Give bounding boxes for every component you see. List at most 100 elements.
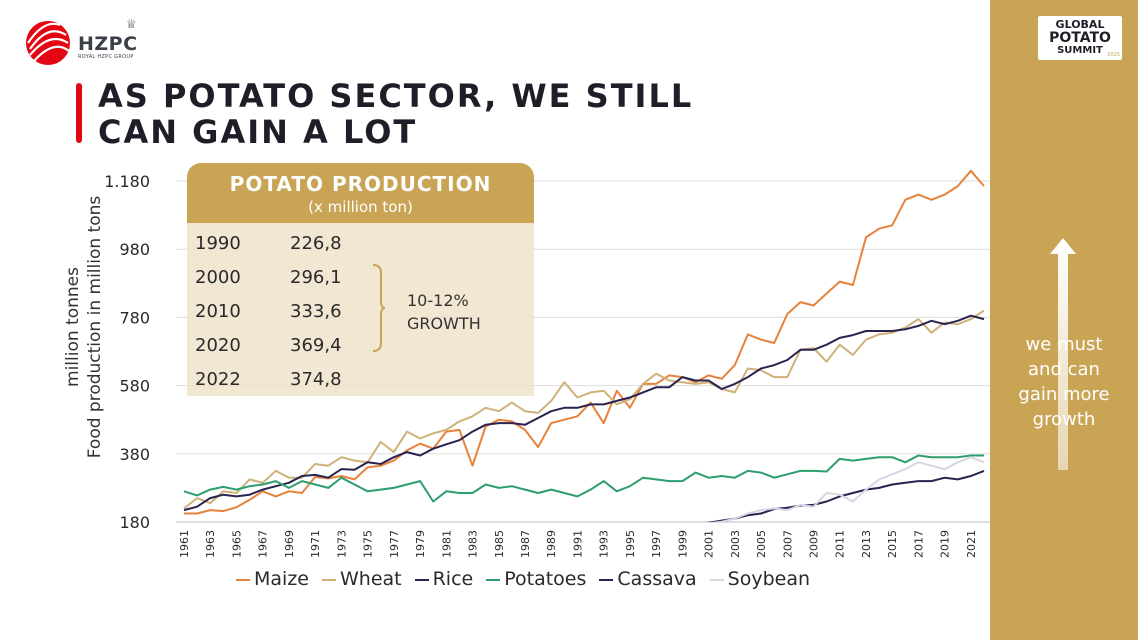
legend-label: Potatoes	[504, 568, 587, 590]
series-line-cassava	[704, 469, 985, 522]
x-tick-label: 1961	[178, 530, 191, 558]
legend-label: Wheat	[339, 568, 402, 590]
growth-note: 10-12% GROWTH	[407, 289, 481, 335]
title-line-1: AS POTATO SECTOR, WE STILL	[98, 77, 694, 115]
potato-production-header: POTATO PRODUCTION (x million ton)	[187, 163, 534, 223]
legend-swatch	[321, 578, 336, 581]
x-tick-label: 1969	[283, 530, 296, 558]
x-tick-label: 1975	[362, 530, 375, 558]
production-value: 333,6	[290, 301, 342, 322]
x-tick-label: 1989	[545, 530, 558, 558]
summit-logo: GLOBAL POTATO SUMMIT 2025	[1038, 16, 1122, 60]
up-arrow-icon	[1050, 238, 1076, 470]
x-tick-label: 1977	[388, 530, 401, 558]
growth-message-line-3: gain more	[1018, 384, 1110, 405]
production-value: 369,4	[290, 335, 342, 356]
summit-logo-line-1: GLOBAL	[1055, 18, 1105, 31]
production-year: 2020	[195, 335, 241, 356]
x-tick-label: 1987	[519, 530, 532, 558]
summit-logo-year: 2025	[1107, 52, 1120, 58]
x-tick-label: 2003	[729, 530, 742, 558]
brand-name: HZPC	[78, 33, 138, 55]
brand-logo: ♕ HZPC ROYAL HZPC GROUP	[24, 17, 164, 67]
x-tick-label: 2007	[781, 530, 794, 558]
x-tick-label: 2001	[703, 530, 716, 558]
series-line-potatoes	[183, 454, 984, 503]
x-tick-label: 1963	[204, 530, 217, 558]
potato-production-box: POTATO PRODUCTION (x million ton) 1990 2…	[187, 163, 534, 396]
legend-label: Soybean	[727, 568, 811, 590]
x-tick-label: 1999	[676, 530, 689, 558]
legend-item-rice: Rice	[414, 568, 474, 590]
x-tick-label: 2005	[755, 530, 768, 558]
legend-swatch	[709, 578, 724, 581]
legend-item-soybean: Soybean	[709, 568, 811, 590]
x-tick-label: 2021	[965, 530, 978, 558]
x-tick-label: 1997	[650, 530, 663, 558]
legend-swatch	[599, 578, 614, 581]
legend-label: Cassava	[617, 568, 697, 590]
potato-production-table: 1990 226,8 2000 296,1 2010 333,6 2020 36…	[187, 223, 534, 396]
potato-production-unit: (x million ton)	[308, 198, 413, 216]
title-line-2: CAN GAIN A LOT	[98, 113, 418, 151]
legend-item-cassava: Cassava	[599, 568, 697, 590]
legend-item-wheat: Wheat	[321, 568, 402, 590]
legend-label: Rice	[432, 568, 474, 590]
growth-note-line-2: GROWTH	[407, 314, 481, 333]
x-tick-label: 1973	[335, 530, 348, 558]
chart-legend: Maize Wheat Rice Potatoes Cassava Soybean	[236, 568, 823, 594]
x-tick-label: 2019	[939, 530, 952, 558]
x-tick-label: 1979	[414, 530, 427, 558]
y-tick-label: 980	[119, 240, 150, 259]
x-tick-label: 1971	[309, 530, 322, 558]
x-tick-label: 1965	[230, 530, 243, 558]
growth-bracket-icon	[373, 264, 385, 352]
x-tick-label: 2015	[886, 530, 899, 558]
growth-message: we must and can gain more growth	[998, 332, 1130, 432]
page-title: AS POTATO SECTOR, WE STILL CAN GAIN A LO…	[98, 78, 693, 150]
production-year: 2022	[195, 369, 241, 390]
summit-logo-line-2: POTATO	[1049, 30, 1111, 46]
y-tick-label: 380	[119, 445, 150, 464]
x-tick-label: 2009	[808, 530, 821, 558]
legend-swatch	[236, 578, 250, 581]
y-tick-label: 580	[119, 377, 150, 396]
series-line-soybean	[711, 456, 985, 522]
x-tick-label: 2017	[912, 530, 925, 558]
legend-label: Maize	[254, 568, 309, 590]
x-tick-label: 2013	[860, 530, 873, 558]
legend-swatch	[414, 578, 429, 581]
x-tick-label: 1993	[598, 530, 611, 558]
growth-message-line-2: and can	[1028, 359, 1100, 380]
x-tick-label: 1967	[257, 530, 270, 558]
summit-logo-line-3: SUMMIT	[1057, 45, 1103, 56]
legend-swatch	[486, 578, 501, 581]
production-year: 1990	[195, 233, 241, 254]
series-line-rice	[183, 314, 985, 512]
legend-item-potatoes: Potatoes	[486, 568, 586, 590]
x-tick-label: 1995	[624, 530, 637, 558]
growth-message-line-4: growth	[1032, 409, 1096, 430]
y-tick-label: 1.180	[104, 172, 150, 191]
production-value: 226,8	[290, 233, 342, 254]
series-line-maize	[184, 169, 985, 515]
x-tick-label: 1991	[571, 530, 584, 558]
legend-item-maize: Maize	[236, 568, 309, 590]
brand-tagline: ROYAL HZPC GROUP	[78, 54, 134, 60]
y-tick-label: 780	[119, 308, 150, 327]
growth-message-line-1: we must	[1025, 334, 1103, 355]
production-value: 374,8	[290, 369, 342, 390]
crown-icon: ♕	[126, 17, 137, 31]
growth-note-line-1: 10-12%	[407, 291, 469, 310]
x-tick-label: 1985	[493, 530, 506, 558]
series-line-wheat	[183, 309, 985, 510]
x-tick-label: 1983	[467, 530, 480, 558]
potato-production-title: POTATO PRODUCTION	[229, 172, 492, 196]
production-year: 2000	[195, 267, 241, 288]
y-tick-label: 180	[119, 513, 150, 532]
x-tick-label: 2011	[834, 530, 847, 558]
production-year: 2010	[195, 301, 241, 322]
production-value: 296,1	[290, 267, 342, 288]
hzpc-globe-icon	[26, 21, 70, 65]
x-tick-label: 1981	[440, 530, 453, 558]
